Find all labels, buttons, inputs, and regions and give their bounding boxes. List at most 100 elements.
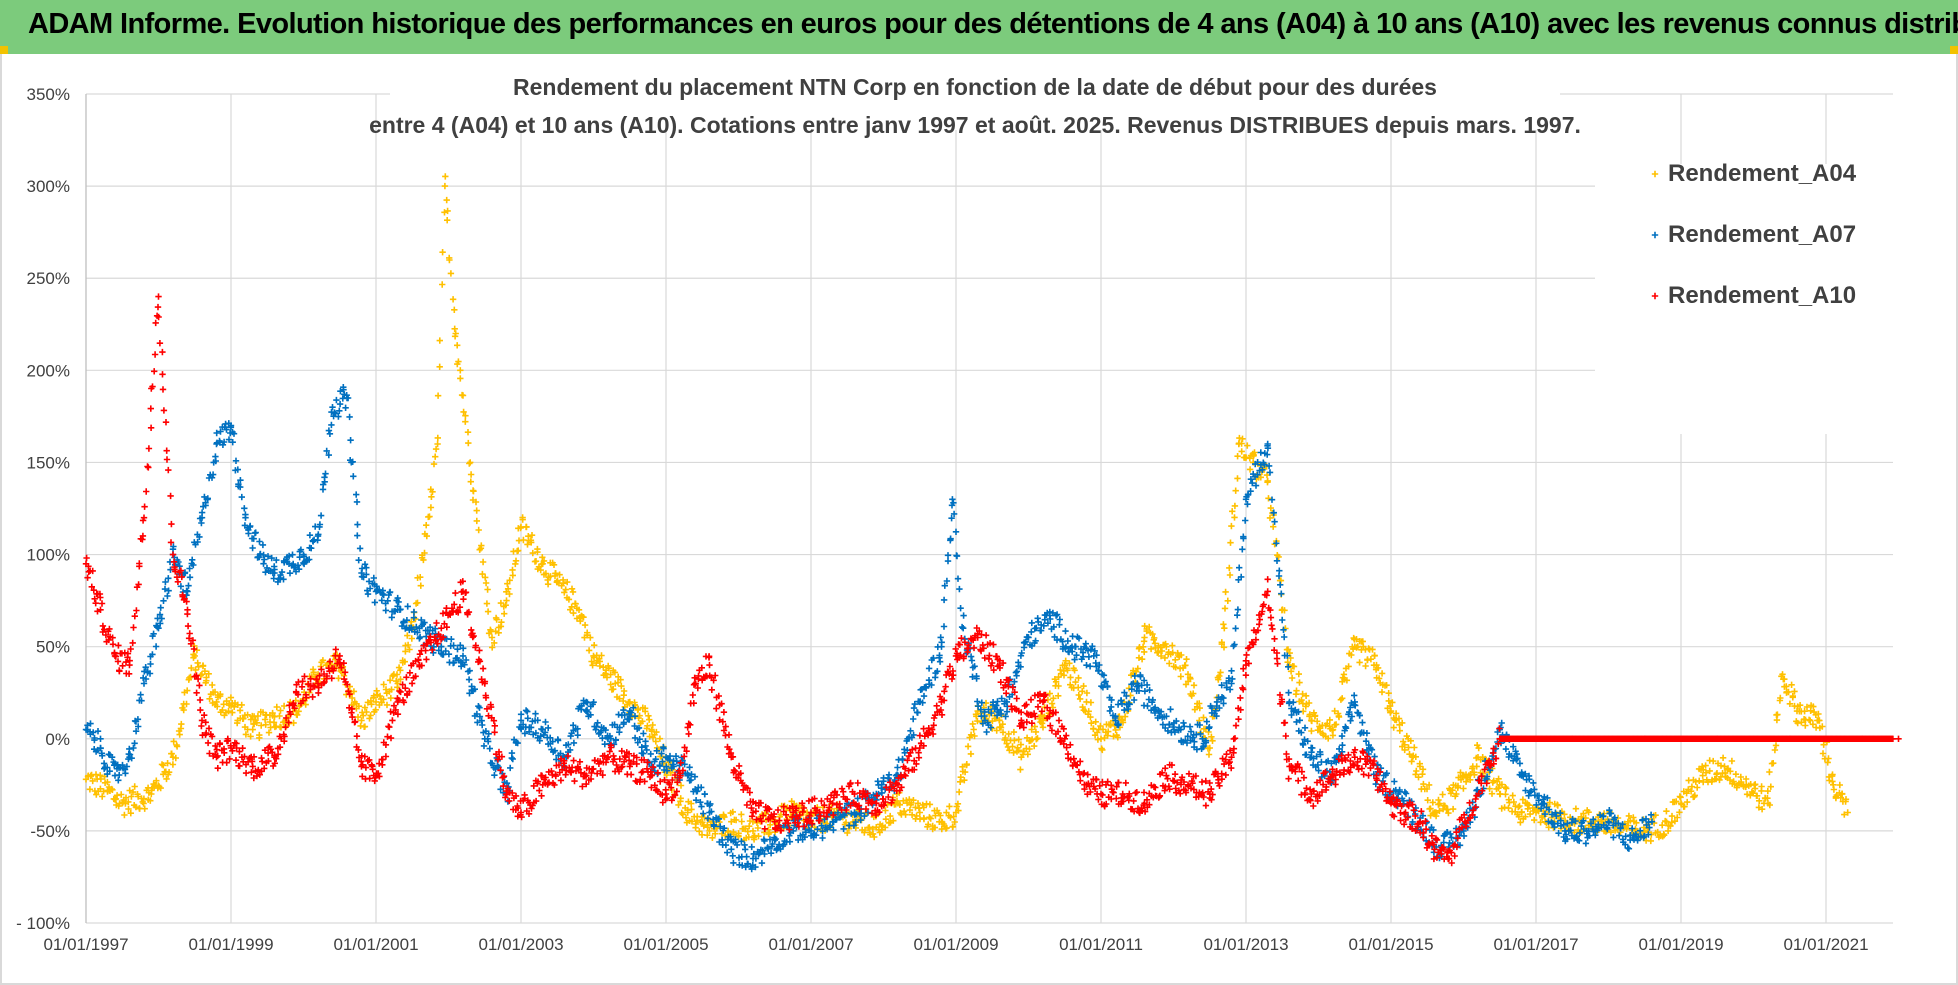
- data-point: [1407, 737, 1414, 744]
- data-point: [271, 569, 278, 577]
- data-point: [1018, 649, 1025, 657]
- data-point: [792, 807, 799, 814]
- data-point: [1105, 728, 1112, 735]
- data-point: [701, 814, 708, 821]
- data-point: [1576, 837, 1583, 844]
- data-point: [455, 358, 462, 365]
- data-point: [1178, 651, 1185, 659]
- data-point: [675, 801, 682, 809]
- data-point: [641, 778, 648, 785]
- data-point: [937, 812, 944, 819]
- data-point: [1217, 669, 1224, 676]
- y-tick-label: 0%: [45, 730, 70, 749]
- data-point: [876, 809, 883, 816]
- data-point: [397, 676, 404, 683]
- data-point: [700, 822, 707, 830]
- data-point: [1198, 778, 1206, 786]
- data-point: [587, 634, 594, 641]
- data-point: [1075, 691, 1082, 699]
- data-point: [878, 826, 885, 833]
- data-point: [479, 558, 487, 566]
- data-point: [1046, 713, 1053, 720]
- data-point: [194, 538, 201, 546]
- data-point: [230, 430, 238, 437]
- data-point: [185, 582, 192, 589]
- data-point: [269, 709, 276, 717]
- data-point: [683, 748, 690, 755]
- data-point: [1183, 739, 1191, 747]
- data-point: [1222, 771, 1229, 779]
- data-point: [1369, 646, 1376, 653]
- data-point: [1013, 672, 1020, 679]
- data-point: [1314, 718, 1321, 725]
- data-point: [685, 730, 692, 738]
- data-point: [308, 545, 315, 552]
- data-point: [212, 742, 219, 750]
- data-point: [240, 715, 247, 722]
- data-point: [1639, 816, 1646, 823]
- data-point: [976, 627, 983, 635]
- data-point: [214, 765, 221, 772]
- data-point: [632, 777, 639, 785]
- data-point: [402, 685, 409, 692]
- y-tick-label: 150%: [27, 453, 70, 472]
- data-point: [256, 771, 263, 778]
- data-point: [1332, 721, 1340, 728]
- data-point: [160, 762, 167, 769]
- data-point: [214, 752, 221, 760]
- data-point: [1522, 787, 1529, 794]
- data-point: [1362, 662, 1369, 670]
- data-point: [750, 836, 758, 843]
- data-point: [1277, 581, 1284, 588]
- data-point: [584, 708, 591, 716]
- data-point: [1097, 722, 1104, 730]
- data-point: [1033, 624, 1040, 632]
- data-point: [1428, 832, 1436, 839]
- data-point: [294, 562, 302, 569]
- data-point: [950, 813, 957, 820]
- data-point: [1003, 690, 1010, 697]
- data-point: [90, 587, 97, 594]
- data-point: [1415, 774, 1422, 781]
- data-point: [1009, 684, 1016, 691]
- data-point: [192, 666, 199, 674]
- data-point: [413, 623, 420, 631]
- data-point: [236, 707, 244, 714]
- data-point: [1005, 676, 1013, 684]
- data-point: [484, 586, 491, 593]
- data-point: [115, 642, 122, 649]
- x-tick-label: 01/01/2009: [913, 935, 998, 954]
- data-point: [1793, 707, 1801, 715]
- data-point: [98, 750, 105, 757]
- data-point: [177, 583, 185, 590]
- data-point: [152, 643, 160, 650]
- data-point: [1471, 771, 1478, 778]
- data-point: [618, 747, 625, 755]
- data-point: [504, 785, 511, 792]
- data-point: [968, 657, 976, 664]
- data-point: [607, 671, 614, 678]
- data-point: [429, 646, 436, 654]
- data-point: [509, 789, 516, 797]
- data-point: [1077, 758, 1084, 765]
- data-point: [808, 820, 816, 827]
- data-point: [1496, 790, 1503, 798]
- data-point: [165, 587, 172, 594]
- data-point: [949, 496, 956, 503]
- data-point: [250, 753, 258, 760]
- data-point: [829, 818, 836, 825]
- data-point: [1228, 764, 1235, 772]
- data-point: [472, 498, 480, 506]
- data-point: [1134, 680, 1141, 687]
- data-point: [803, 818, 810, 826]
- data-point: [1329, 766, 1336, 773]
- data-point: [635, 705, 642, 713]
- x-tick-label: 01/01/2017: [1493, 935, 1578, 954]
- data-point: [634, 739, 641, 746]
- data-point: [354, 521, 361, 528]
- data-point: [196, 696, 204, 704]
- data-point: [694, 788, 701, 795]
- data-point: [227, 422, 235, 429]
- data-point: [355, 703, 363, 710]
- data-point: [457, 367, 464, 374]
